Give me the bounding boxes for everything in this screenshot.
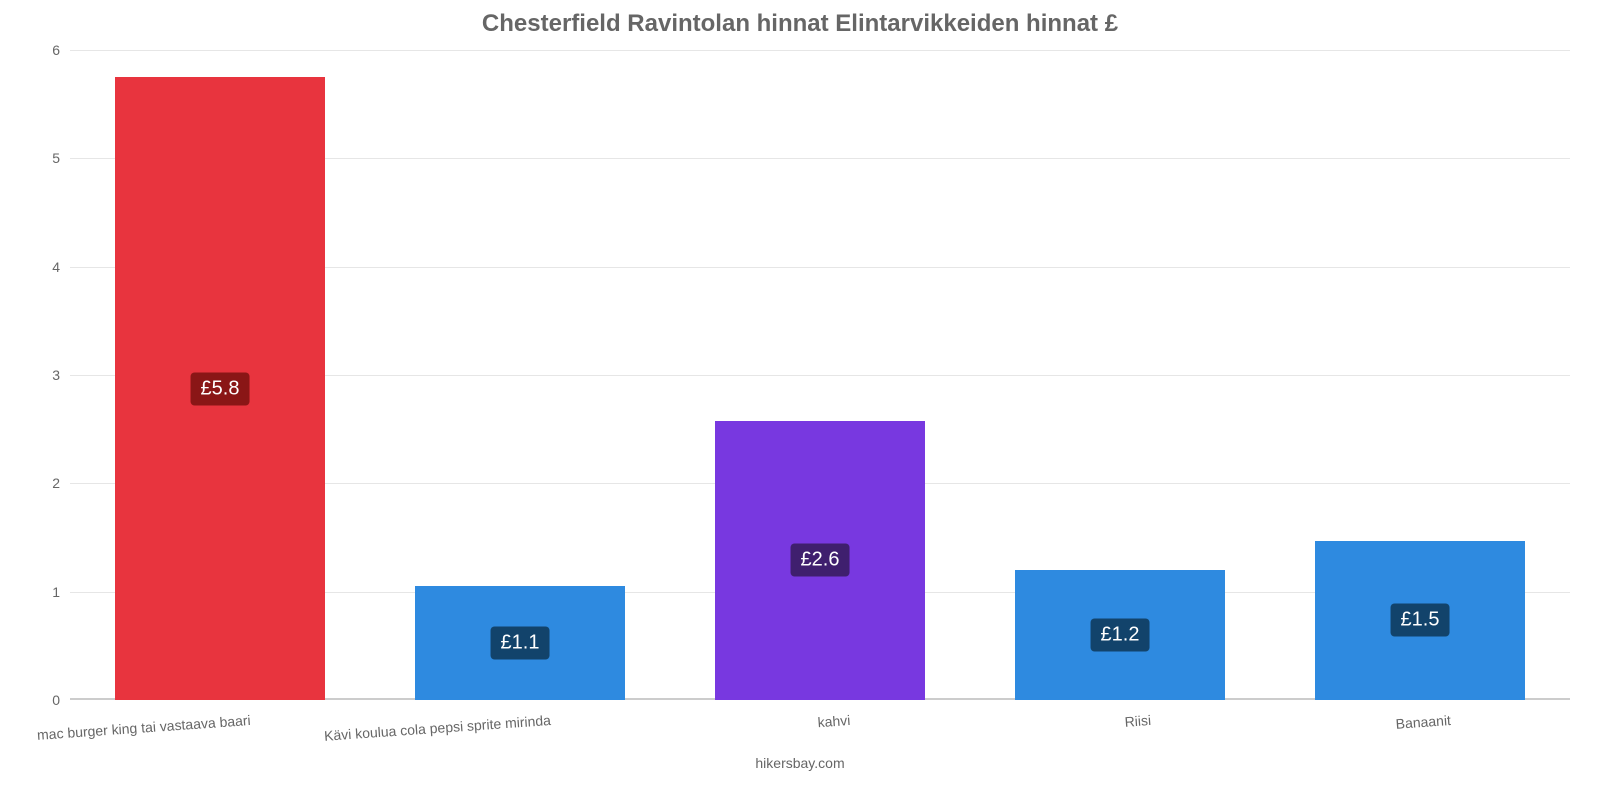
y-tick-label: 3 (52, 367, 60, 383)
y-tick-label: 6 (52, 42, 60, 58)
y-tick-label: 2 (52, 475, 60, 491)
grid-line (70, 50, 1570, 51)
value-label: £1.2 (1091, 619, 1150, 652)
price-bar-chart: Chesterfield Ravintolan hinnat Elintarvi… (0, 0, 1600, 800)
x-tick-label: Banaanit (1395, 712, 1451, 732)
x-tick-label: kahvi (817, 712, 851, 730)
value-label: £1.1 (491, 627, 550, 660)
x-tick-label: mac burger king tai vastaava baari (37, 712, 252, 743)
value-label: £2.6 (791, 544, 850, 577)
y-tick-label: 1 (52, 584, 60, 600)
y-tick-label: 0 (52, 692, 60, 708)
chart-title: Chesterfield Ravintolan hinnat Elintarvi… (0, 10, 1600, 38)
chart-footer: hikersbay.com (0, 755, 1600, 771)
x-tick-label: Riisi (1124, 712, 1152, 730)
y-tick-label: 4 (52, 259, 60, 275)
plot-area: 0123456£5.8mac burger king tai vastaava … (70, 50, 1570, 700)
x-tick-label: Kävi koulua cola pepsi sprite mirinda (323, 712, 551, 744)
value-label: £1.5 (1391, 604, 1450, 637)
value-label: £5.8 (191, 372, 250, 405)
y-tick-label: 5 (52, 150, 60, 166)
